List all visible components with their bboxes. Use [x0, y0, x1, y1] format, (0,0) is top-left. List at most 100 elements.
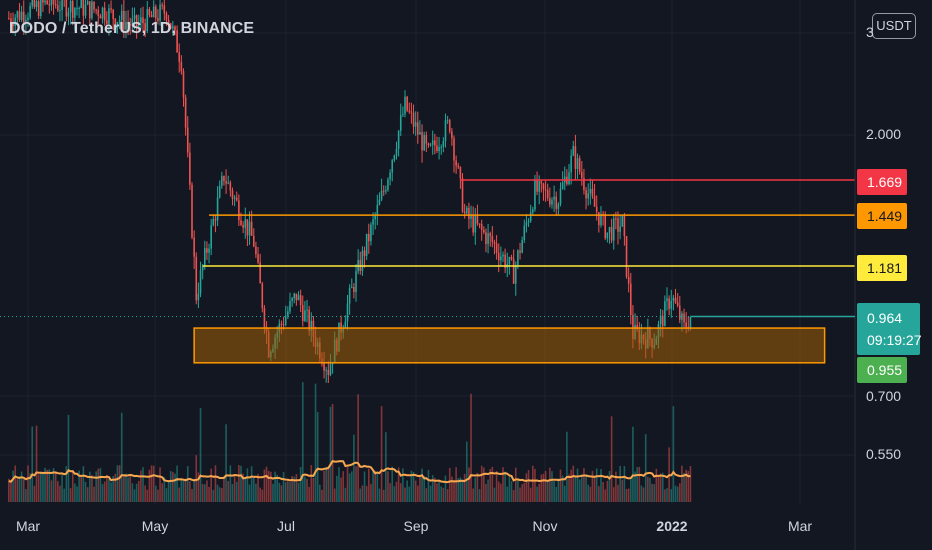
candle [172, 20, 174, 36]
candle [368, 223, 370, 254]
candle [423, 131, 425, 152]
volume-bar [502, 467, 504, 502]
volume-bar [365, 485, 368, 502]
candle [50, 0, 53, 11]
candle [197, 282, 200, 309]
volume-bar [644, 434, 647, 502]
volume-bar [263, 469, 266, 502]
volume-bar [525, 473, 528, 502]
candle [434, 133, 436, 155]
volume-bar [591, 470, 594, 502]
volume-bar [22, 479, 25, 502]
volume-bar [323, 470, 325, 502]
candle [214, 214, 217, 233]
candle [289, 292, 291, 314]
candle [506, 252, 509, 278]
candle [553, 185, 555, 212]
volume-bar [159, 467, 161, 502]
candle [544, 180, 547, 202]
time-axis-label-2022: 2022 [656, 518, 688, 534]
volume-bar [329, 406, 332, 502]
volume-bar [370, 483, 372, 502]
volume-bar [84, 481, 87, 502]
candle [199, 261, 202, 298]
volume-bar [555, 486, 558, 502]
volume-bar [357, 394, 359, 502]
price-axis-label-0.7: 0.700 [866, 388, 902, 404]
volume-bar [125, 473, 127, 502]
support-zone[interactable] [193, 327, 826, 364]
volume-bar [91, 475, 93, 502]
candle [350, 278, 353, 289]
candle [591, 179, 594, 199]
volume-bar [442, 487, 445, 502]
candle [189, 142, 191, 190]
volume-bar [110, 482, 112, 502]
volume-bars [8, 382, 692, 502]
volume-bar [589, 486, 592, 502]
volume-bar [483, 467, 485, 502]
volume-bar [457, 478, 460, 502]
volume-bar [199, 407, 202, 502]
candle [144, 18, 146, 37]
volume-bar [404, 487, 406, 502]
volume-bar [495, 471, 498, 502]
candle [235, 191, 238, 202]
volume-bar [135, 483, 138, 502]
volume-bar [474, 477, 477, 502]
volume-bar [221, 487, 223, 502]
volume-bar [408, 486, 411, 502]
candle [106, 11, 108, 30]
time-axis-label-nov: Nov [532, 518, 558, 534]
candle [370, 222, 372, 246]
candle [438, 137, 440, 160]
volume-bar [419, 476, 421, 502]
volume-bar [659, 473, 662, 502]
candle [74, 7, 76, 31]
candle [551, 197, 553, 209]
volume-bar [42, 473, 44, 502]
level-tag-1669: 1.669 [857, 169, 907, 195]
volume-bar [31, 426, 34, 502]
volume-bar [406, 480, 408, 502]
candle [223, 175, 225, 186]
currency-button[interactable]: USDT [872, 13, 916, 39]
candle [397, 129, 400, 157]
candle [216, 186, 219, 227]
candle [35, 0, 38, 12]
candle [672, 294, 675, 311]
candle [489, 231, 492, 247]
candle [71, 0, 74, 26]
candle [627, 267, 630, 293]
candle [208, 243, 210, 264]
candle [206, 241, 208, 260]
candle [674, 288, 677, 304]
horizontal-levels [202, 179, 855, 267]
candle [52, 0, 55, 15]
candle [570, 149, 572, 185]
volume-bar [201, 484, 204, 502]
volume-bar [184, 478, 187, 502]
candle [129, 17, 132, 35]
volume-bar [397, 467, 400, 502]
volume-bar [223, 476, 225, 502]
candle [86, 0, 89, 6]
volume-bar [308, 486, 310, 502]
volume-bar [267, 470, 270, 502]
volume-bar [553, 481, 555, 502]
volume-bar [416, 485, 419, 502]
candle [327, 361, 330, 383]
candle [470, 205, 472, 228]
candle [159, 0, 161, 26]
volume-bar [672, 406, 675, 502]
volume-bar [487, 479, 489, 502]
chart-grid [0, 0, 855, 505]
candle [355, 264, 357, 302]
volume-bar [453, 479, 455, 502]
candle [485, 228, 487, 253]
volume-bar [506, 486, 509, 502]
candle [465, 205, 468, 216]
volume-bar [342, 471, 345, 502]
candle [442, 137, 445, 153]
